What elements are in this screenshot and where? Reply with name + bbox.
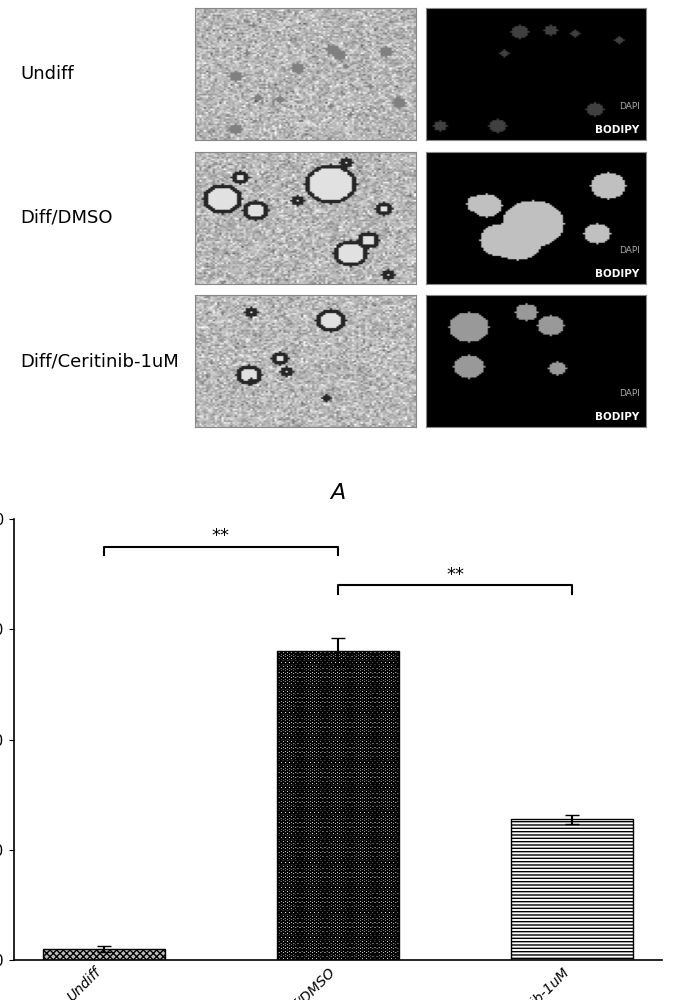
Text: **: ** <box>446 566 464 584</box>
Text: **: ** <box>212 527 230 545</box>
Bar <box>511 819 633 960</box>
Bar <box>43 949 165 960</box>
Text: A: A <box>331 483 345 503</box>
Text: Diff/Ceritinib-1uM: Diff/Ceritinib-1uM <box>20 352 178 370</box>
Text: Diff/DMSO: Diff/DMSO <box>20 209 112 227</box>
Text: Undiff: Undiff <box>20 65 74 83</box>
Bar <box>277 651 399 960</box>
